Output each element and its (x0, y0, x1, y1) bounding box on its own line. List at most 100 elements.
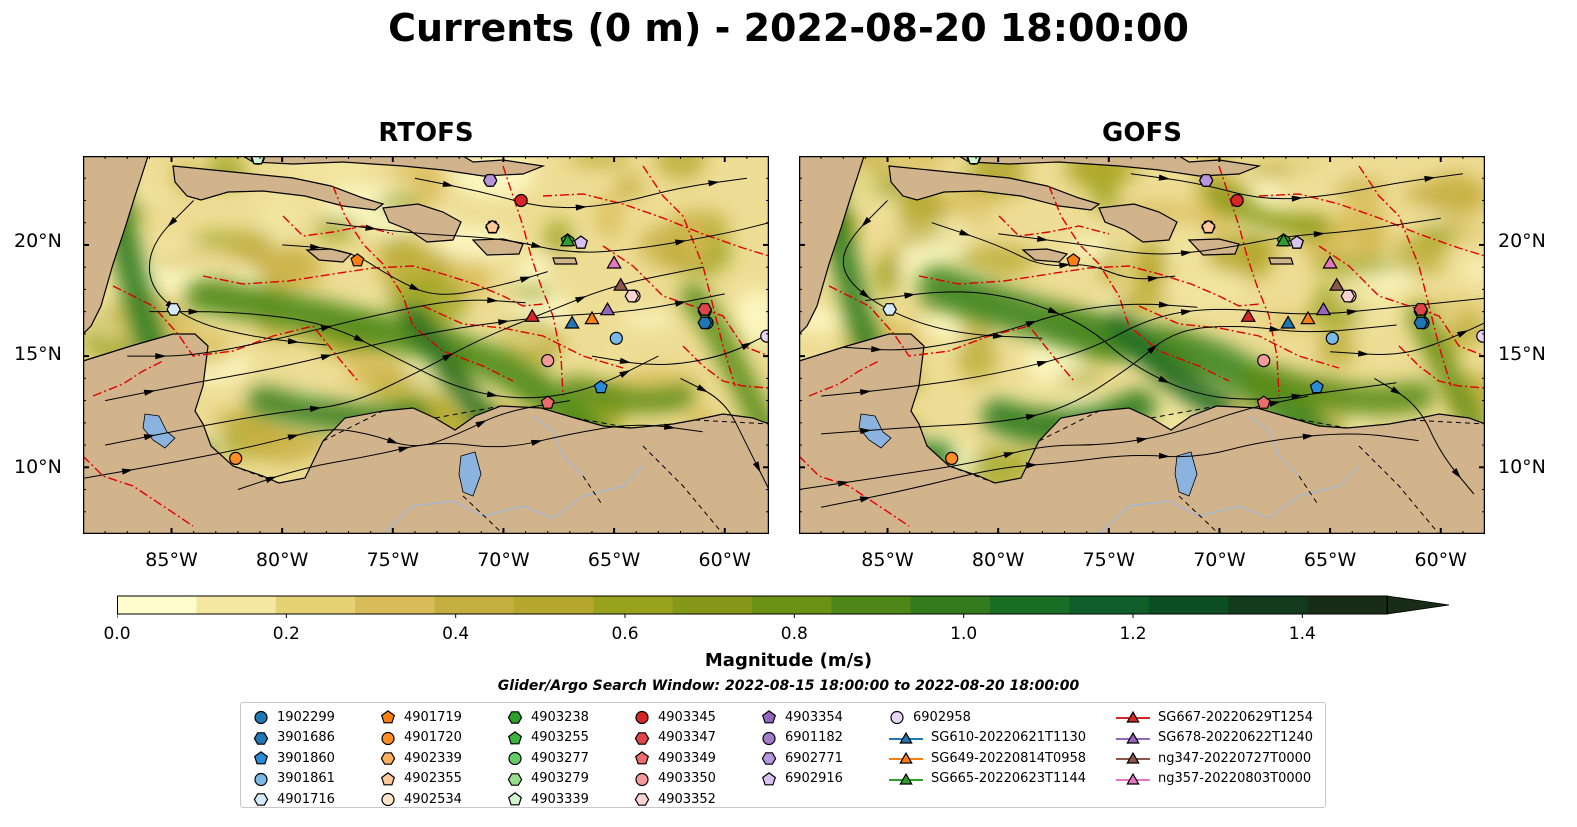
legend-marker (381, 792, 395, 807)
legend-entry: 4903354 (761, 707, 843, 727)
streamline-arrow (530, 241, 543, 248)
land (172, 165, 385, 211)
legend-entry: SG610-20220621T1130 (889, 728, 1086, 748)
streamline-arrow (1036, 235, 1049, 242)
eez-boundary (682, 345, 769, 389)
eez-boundary (1358, 165, 1452, 387)
legend-label: SG678-20220622T1240 (1158, 730, 1314, 745)
legend-label: 3901860 (277, 750, 335, 766)
streamline-arrow (1158, 301, 1171, 308)
legend-symbol (507, 772, 523, 786)
streamline-arrow (575, 204, 587, 211)
river (1098, 465, 1360, 534)
lon-label: 65°W (587, 549, 641, 571)
land (552, 257, 578, 265)
lon-label: 60°W (698, 549, 751, 571)
float-marker-4903349 (540, 395, 555, 409)
legend-entry: 4903345 (634, 707, 716, 727)
lat-label-right: 20°N (1498, 230, 1546, 252)
streamline-arrow (486, 391, 499, 398)
eez-boundary (828, 285, 1075, 382)
magnitude-patch (314, 216, 358, 243)
colorbar-segment (910, 596, 991, 614)
legend-entry: 4903352 (634, 789, 716, 809)
eez-boundary (112, 285, 359, 382)
streamline-arrow (871, 346, 883, 353)
colorbar-segment (752, 596, 832, 614)
streamline-arrow (1147, 275, 1159, 282)
streamline-arrow (1025, 320, 1037, 328)
legend-marker (254, 772, 268, 786)
streamline-arrow (1346, 309, 1359, 316)
glider-marker-SG667-20220629T1254 (524, 308, 540, 322)
float-marker-4903345 (1230, 193, 1244, 208)
streamline-arrow (1390, 386, 1402, 395)
border-dashed (1150, 405, 1218, 419)
legend-marker (1116, 731, 1150, 744)
streamline-arrow (188, 308, 200, 315)
colorbar-segment (593, 596, 674, 614)
strong-current-band (1244, 361, 1434, 415)
magnitude-patch (1463, 260, 1485, 281)
legend-marker (253, 731, 269, 745)
legend-label: SG610-20220621T1130 (931, 730, 1087, 745)
legend-label: 4902355 (404, 771, 462, 786)
legend-symbol (381, 792, 395, 807)
legend-symbol (508, 751, 522, 766)
eez-boundary (1048, 185, 1230, 382)
float-marker-3901860 (1309, 379, 1324, 394)
float-marker-4903350 (1257, 353, 1271, 368)
streamline-arrow (1180, 250, 1193, 257)
rtofs-panel-title: RTOFS (378, 118, 474, 148)
glider-marker-SG665-20220623T1144 (1275, 233, 1292, 247)
legend-symbol (253, 751, 269, 765)
glider-marker-ng347-20220727T0000 (613, 277, 629, 291)
legend-label: 3901861 (277, 771, 335, 786)
gofs-panel-title: GOFS (1102, 118, 1182, 148)
streamline-arrow (1313, 231, 1325, 238)
legend-marker (635, 772, 649, 786)
legend-symbol (253, 731, 269, 745)
legend-entry: 3901686 (253, 728, 335, 748)
magnitude-patch (1241, 238, 1270, 282)
magnitude-patch (1403, 179, 1480, 209)
streamline-arrow (320, 325, 333, 332)
legend-label: 6901182 (785, 730, 843, 745)
legend-entry: 6902958 (889, 707, 971, 727)
eez-boundary (202, 265, 544, 307)
legend-label: 4902339 (404, 750, 462, 766)
legend-label: 4901720 (404, 730, 462, 745)
magnitude-patch (955, 244, 1038, 276)
legend-entry: 4903238 (507, 707, 589, 727)
colorbar-segment (990, 596, 1070, 614)
legend-label: 4903352 (658, 791, 716, 807)
colorbar-segment (355, 596, 435, 614)
lat-label-left: 20°N (14, 230, 62, 252)
legend-entry: 4901720 (380, 728, 462, 748)
legend-label: SG649-20220814T0958 (931, 750, 1087, 766)
streamline-arrow (1158, 375, 1170, 384)
border-dashed (322, 410, 384, 442)
streamline-arrow (320, 354, 333, 361)
streamline-arrow (1158, 452, 1171, 459)
lat-label-left: 15°N (14, 343, 62, 365)
colorbar-label: Magnitude (m/s) (704, 650, 873, 671)
legend-marker (761, 752, 777, 765)
streamline (591, 333, 769, 365)
legend-marker (634, 751, 650, 765)
magnitude-patch (1313, 254, 1397, 276)
colorbar-segment (434, 596, 515, 614)
legend-marker (1116, 772, 1150, 785)
streamline-arrow (859, 289, 871, 299)
legend-symbol (762, 731, 776, 745)
border-dashed (582, 475, 604, 507)
legend-symbol (634, 793, 650, 806)
lon-label: 80°W (971, 549, 1025, 571)
legend-marker (507, 792, 523, 806)
legend-entry: 4903350 (634, 769, 716, 789)
float-marker-3901861 (609, 331, 623, 345)
legend-label: 6902958 (913, 709, 971, 725)
land (1098, 203, 1178, 243)
rtofs-current-map (83, 156, 769, 534)
magnitude-patch (620, 312, 677, 327)
